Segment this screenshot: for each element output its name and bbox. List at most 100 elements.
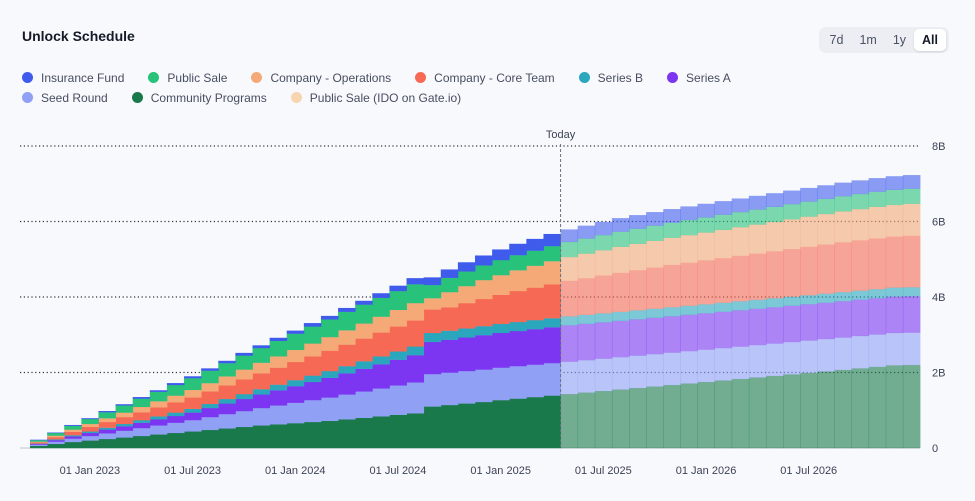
- bar-segment: [492, 275, 510, 295]
- bar-segment: [303, 356, 322, 376]
- bar-segment: [714, 302, 733, 312]
- bar-segment: [680, 235, 698, 263]
- bar-segment: [577, 323, 596, 361]
- bar-segment: [303, 343, 322, 357]
- bar-segment: [30, 445, 48, 449]
- bar-segment: [132, 435, 151, 449]
- bar-segment: [286, 361, 305, 381]
- bar-segment: [372, 356, 390, 365]
- bar-segment: [748, 299, 767, 309]
- bar-segment: [765, 193, 784, 207]
- legend-item-seed-round[interactable]: Seed Round: [22, 91, 108, 105]
- bar-segment: [355, 361, 373, 369]
- bar-segment: [286, 349, 305, 363]
- series-community-programs: [30, 364, 921, 449]
- legend-item-insurance-fund[interactable]: Insurance Fund: [22, 70, 125, 85]
- bar-segment: [492, 400, 510, 449]
- x-tick-label: 01 Jan 2026: [676, 465, 737, 477]
- bar-segment: [611, 389, 630, 449]
- range-1y-button[interactable]: 1y: [892, 33, 907, 47]
- bar-segment: [286, 333, 305, 351]
- bar-segment: [902, 332, 921, 366]
- bar-segment: [201, 403, 219, 409]
- bar-segment: [560, 241, 579, 258]
- bar-segment: [457, 337, 476, 372]
- bar-segment: [389, 285, 407, 292]
- bar-segment: [868, 238, 887, 290]
- bar-segment: [440, 404, 459, 449]
- bar-segment: [406, 382, 425, 414]
- bar-segment: [98, 427, 116, 430]
- bar-segment: [800, 295, 818, 305]
- bar-segment: [509, 330, 527, 367]
- bar-segment: [115, 426, 134, 431]
- bar-segment: [697, 260, 716, 305]
- bar-segment: [800, 246, 818, 296]
- bar-segment: [286, 386, 305, 403]
- legend-label: Insurance Fund: [41, 70, 125, 85]
- range-1m-button[interactable]: 1m: [859, 33, 877, 47]
- x-tick-label: 01 Jul 2024: [370, 465, 427, 477]
- bar-segment: [149, 419, 168, 426]
- bar-segment: [680, 206, 698, 221]
- bar-segment: [218, 414, 236, 429]
- bar-segment: [64, 424, 82, 426]
- bar-segment: [132, 422, 151, 429]
- bar-segment: [30, 444, 48, 446]
- legend-item-company-core-team[interactable]: Company - Core Team: [415, 71, 555, 85]
- legend-item-series-a[interactable]: Series A: [667, 71, 731, 85]
- bar-segment: [81, 431, 99, 434]
- x-tick-label: 01 Jan 2023: [60, 465, 121, 477]
- legend-item-public-sale[interactable]: Public Sale: [148, 71, 227, 85]
- legend-item-series-b[interactable]: Series B: [578, 71, 643, 85]
- bar-segment: [526, 250, 544, 266]
- bar-segment: [783, 204, 801, 220]
- bar-segment: [252, 345, 271, 349]
- bar-segment: [115, 412, 134, 418]
- bar-segment: [629, 243, 647, 271]
- legend-dot-icon: [22, 92, 33, 103]
- bar-segment: [372, 316, 390, 333]
- bar-segment: [440, 292, 459, 308]
- bar-segment: [98, 418, 116, 423]
- bar-segment: [47, 440, 65, 442]
- legend-item-community-programs[interactable]: Community Programs: [131, 91, 267, 105]
- bar-segment: [338, 311, 356, 331]
- bar-segment: [303, 375, 322, 383]
- legend-dot-icon: [667, 72, 679, 83]
- bar-segment: [834, 337, 852, 371]
- bar-segment: [680, 305, 698, 315]
- x-tick-label: 01 Jan 2025: [470, 465, 531, 477]
- legend-dot-icon: [251, 72, 263, 83]
- bar-segment: [560, 325, 579, 362]
- bar-segment: [543, 318, 561, 328]
- bar-segment: [201, 429, 219, 449]
- bar-segment: [201, 407, 219, 418]
- range-7d-button[interactable]: 7d: [829, 33, 844, 47]
- legend-item-public-sale-ido[interactable]: Public Sale (IDO on Gate.io): [290, 91, 461, 105]
- bar-segment: [184, 389, 202, 398]
- bar-segment: [81, 432, 99, 437]
- bar-segment: [475, 265, 493, 281]
- bar-segment: [372, 297, 390, 317]
- bar-segment: [355, 417, 373, 449]
- bar-segment: [783, 249, 801, 297]
- bar-segment: [115, 405, 134, 413]
- bar-segment: [868, 334, 887, 368]
- range-all-button[interactable]: All: [914, 29, 946, 51]
- bar-segment: [765, 298, 784, 308]
- bar-segment: [492, 294, 510, 325]
- bar-segment: [30, 443, 48, 445]
- bar-segment: [389, 290, 407, 311]
- bar-segment: [646, 308, 664, 318]
- bar-segment: [406, 303, 425, 321]
- bar-segment: [218, 403, 236, 415]
- bar-segment: [765, 343, 784, 377]
- legend-item-company-operations[interactable]: Company - Operations: [251, 71, 391, 85]
- bar-segment: [47, 437, 65, 440]
- y-tick-label: 0: [932, 443, 938, 455]
- bar-segment: [577, 278, 596, 315]
- bar-segment: [252, 407, 271, 426]
